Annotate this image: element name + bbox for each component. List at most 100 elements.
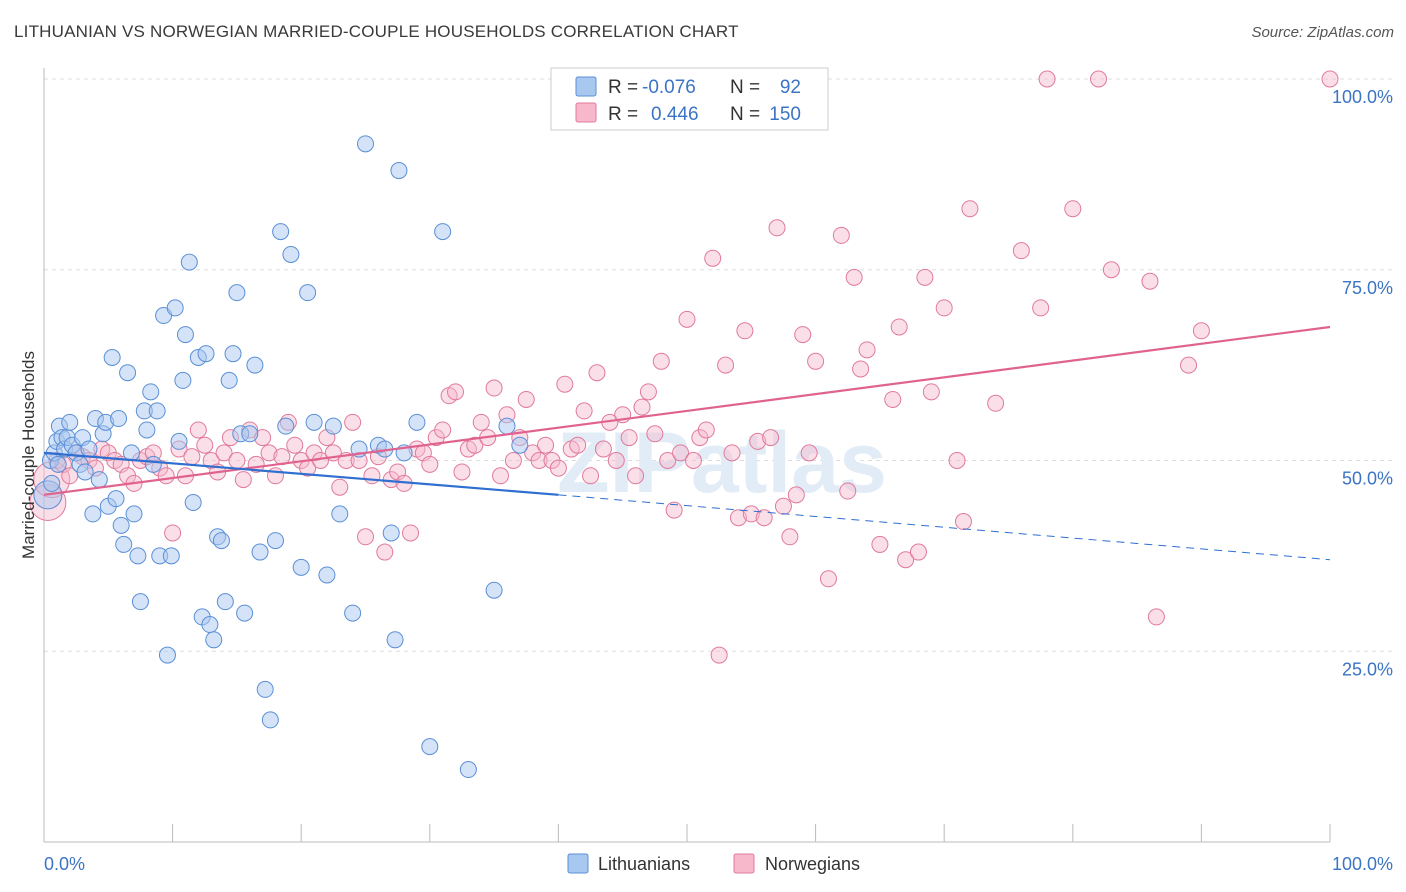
norwegians-point [1090, 70, 1108, 88]
lithuanians-point [305, 413, 323, 431]
lithuanians-point [421, 738, 439, 756]
legend-n-label-1: N = [730, 77, 760, 98]
bottom-legend-lithuanians: Lithuanians [598, 854, 690, 874]
norwegians-point [832, 226, 850, 244]
y-tick-label: 50.0% [1342, 469, 1393, 489]
norwegians-point [504, 452, 522, 469]
norwegians-point [749, 432, 767, 450]
correlation-legend: R = -0.076 N = 92 R = 0.446 N = 150 [550, 67, 829, 131]
lithuanians-point [144, 455, 162, 473]
lithuanians-points [33, 135, 529, 779]
lithuanians-point [251, 543, 269, 561]
lithuanians-point [76, 463, 94, 481]
norwegians-point [157, 467, 175, 485]
legend-r-value-1: -0.076 [642, 77, 696, 98]
norwegians-point [183, 448, 201, 466]
lithuanians-point [184, 493, 202, 511]
lithuanians-point [256, 680, 274, 698]
lithuanians-point [511, 436, 529, 454]
norwegians-point [1038, 70, 1056, 88]
norwegians-point [627, 467, 645, 485]
norwegians-point [787, 486, 805, 504]
norwegians-point [331, 478, 349, 496]
norwegians-point [189, 421, 207, 439]
norwegians-point [858, 341, 876, 359]
lithuanians-point [129, 547, 147, 565]
legend-n-value-1: 92 [780, 77, 801, 98]
norwegians-point [517, 390, 535, 408]
norwegians-point [1192, 322, 1210, 340]
bottom-legend-norwegians: Norwegians [765, 854, 860, 874]
lithuanians-point [201, 616, 219, 634]
norwegians-point [935, 299, 953, 317]
norwegians-point [987, 394, 1005, 412]
norwegians-point [1012, 242, 1030, 260]
lithuanians-point [174, 371, 192, 389]
norwegians-point [466, 436, 484, 454]
norwegians-point [717, 356, 735, 374]
norwegians-point [492, 467, 510, 485]
norwegians-point [594, 440, 612, 458]
norwegians-point [672, 444, 690, 462]
trend-lines [43, 325, 1331, 561]
lithuanians-point [236, 604, 254, 622]
lithuanians-point [119, 364, 137, 382]
legend-swatch-norwegians [575, 102, 597, 123]
y-axis-title: Married-couple Households [19, 351, 38, 559]
norwegians-point [916, 268, 934, 286]
lithuanians-point [197, 345, 215, 363]
lithuanians-point [459, 761, 477, 779]
norwegians-point [286, 436, 304, 454]
lithuanians-point [115, 535, 133, 553]
norwegians-point [434, 421, 452, 439]
lithuanians-point [220, 371, 238, 389]
lithuanians-point [61, 413, 79, 431]
norwegians-point [762, 429, 780, 447]
legend-r-label-1: R = [608, 77, 638, 98]
lithuanians-point [382, 524, 400, 542]
lithuanians-point [357, 135, 374, 153]
norwegians-point [742, 505, 760, 523]
bottom-legend-swatch-lithuanians [567, 853, 589, 874]
norwegians-point [344, 413, 362, 431]
norwegians-point [652, 352, 670, 370]
norwegians-point [196, 436, 214, 454]
legend-r-label-2: R = [608, 104, 638, 125]
norwegians-trend-line [43, 325, 1331, 496]
lithuanians-point [43, 474, 61, 492]
y-tick-label: 25.0% [1342, 659, 1393, 679]
lithuanians-point [266, 532, 284, 550]
lithuanians-point [318, 566, 336, 584]
lithuanians-point [112, 516, 130, 534]
lithuanians-point [110, 410, 128, 428]
lithuanians-point [103, 348, 121, 366]
norwegians-point [421, 455, 439, 473]
lithuanians-point [176, 326, 194, 344]
lithuanians-point [162, 547, 180, 565]
watermark: ZIPatlas [557, 415, 887, 511]
lithuanians-point [241, 425, 259, 443]
norwegians-point [871, 535, 889, 553]
lithuanians-point [158, 646, 176, 664]
norwegians-point [266, 467, 284, 485]
norwegians-point [897, 551, 915, 569]
lithuanians-point [228, 284, 246, 302]
bottom-legend-swatch-norwegians [733, 853, 755, 874]
lithuanians-point [331, 505, 349, 523]
lithuanians-point [299, 284, 317, 302]
watermark-text: ZIPatlas [557, 415, 887, 511]
lithuanians-point [205, 631, 223, 649]
norwegians-point [781, 528, 799, 546]
norwegians-point [961, 200, 979, 218]
norwegians-point [556, 375, 574, 393]
norwegians-point [704, 249, 722, 267]
norwegians-point [678, 310, 696, 328]
lithuanians-point [324, 417, 342, 435]
legend-n-value-2: 150 [769, 104, 801, 125]
lithuanians-point [386, 631, 404, 649]
lithuanians-point [131, 593, 149, 611]
norwegians-point [549, 459, 567, 477]
norwegians-point [530, 452, 548, 469]
norwegians-point [376, 543, 394, 561]
lithuanians-point [282, 245, 300, 263]
